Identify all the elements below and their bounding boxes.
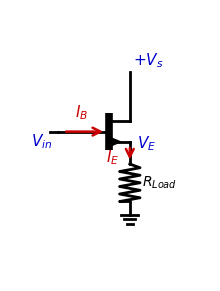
Text: $V_{in}$: $V_{in}$: [31, 132, 52, 151]
Text: $I_B$: $I_B$: [75, 104, 88, 122]
Text: $R_{Load}$: $R_{Load}$: [142, 175, 177, 191]
Text: $I_E$: $I_E$: [106, 148, 119, 166]
Text: $+V_s$: $+V_s$: [133, 52, 164, 70]
Polygon shape: [110, 138, 121, 146]
Text: $V_E$: $V_E$: [137, 134, 156, 153]
